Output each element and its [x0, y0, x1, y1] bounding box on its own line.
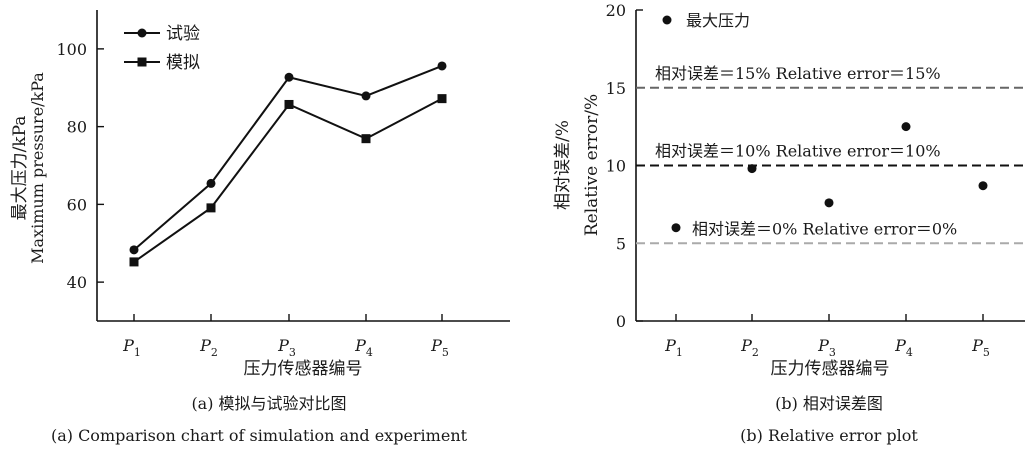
chart-b-xtick-label: P3 — [817, 336, 836, 359]
chart-a-point-simulation — [361, 134, 371, 144]
chart-a-xtick-label: P5 — [430, 336, 449, 359]
chart-b-ytick-label: 5 — [616, 234, 626, 253]
chart-a-caption-cn: (a) 模拟与试验对比图 — [191, 394, 346, 413]
chart-b-xtick-label: P5 — [971, 336, 990, 359]
chart-a-xtick-label: P4 — [354, 336, 373, 359]
chart-b-ytick-label: 20 — [606, 1, 626, 20]
chart-a-point-simulation — [284, 99, 294, 109]
chart-b-point — [824, 198, 834, 208]
chart-b-point — [671, 223, 681, 233]
chart-a-series-line — [133, 65, 443, 251]
chart-a-xtick-label: P1 — [122, 336, 141, 359]
chart-a-ytick-label: 40 — [67, 273, 87, 292]
chart-a-point-simulation — [206, 203, 216, 213]
chart-b: 0 5 10 15 20 P1 P2 P3 P4 P5 相对误差＝15% Relative er… — [553, 1, 1025, 445]
chart-a-caption-en: (a) Comparison chart of simulation and e… — [51, 426, 468, 445]
chart-a-ytick-label: 80 — [67, 118, 87, 137]
chart-a-series-line — [133, 97, 443, 263]
chart-b-caption-cn: (b) 相对误差图 — [775, 394, 883, 413]
legend-label-experiment: 试验 — [166, 24, 200, 44]
legend-marker-max-pressure — [662, 15, 672, 25]
chart-b-ytick-label: 15 — [606, 79, 626, 98]
chart-a-ylabel-en: Maximum pressure/kPa — [28, 72, 47, 264]
chart-a-point-experiment — [129, 245, 139, 255]
chart-a-point-experiment — [206, 178, 216, 188]
chart-b-ylabel-cn: 相对误差/% — [553, 120, 573, 210]
chart-a-point-simulation — [129, 257, 139, 267]
chart-b-ylabel-en: Relative error/% — [582, 94, 602, 236]
chart-b-point — [901, 122, 911, 132]
chart-b-ytick-label: 10 — [606, 157, 626, 176]
chart-a-xtick-label: P2 — [199, 336, 218, 359]
chart-b-ytick-label: 0 — [616, 312, 626, 331]
chart-b-point — [978, 181, 988, 191]
chart-a-point-experiment — [437, 61, 447, 71]
chart-b-xtick-label: P1 — [664, 336, 683, 359]
chart-a-ytick-label: 60 — [67, 195, 87, 214]
chart-a-xlabel: 压力传感器编号 — [244, 359, 363, 379]
chart-b-xtick-label: P2 — [740, 336, 759, 359]
chart-b-reference-label: 相对误差＝0% Relative error＝0% — [692, 219, 957, 238]
chart-a-xtick-label: P3 — [277, 336, 296, 359]
chart-b-xtick-label: P4 — [894, 336, 913, 359]
chart-a-point-experiment — [284, 72, 294, 82]
chart-b-xlabel: 压力传感器编号 — [771, 359, 890, 379]
chart-a: 40 60 80 100 P1 P2 P3 P4 P5 试验 模拟 最大压力/kPa Maxi… — [10, 10, 510, 445]
legend-label-max-pressure: 最大压力 — [686, 11, 750, 30]
chart-b-caption-en: (b) Relative error plot — [740, 426, 918, 445]
legend-marker-simulation — [137, 57, 147, 67]
chart-a-ylabel-cn: 最大压力/kPa — [10, 116, 30, 221]
chart-a-point-simulation — [437, 94, 447, 104]
chart-b-point — [747, 164, 757, 174]
chart-a-point-experiment — [361, 91, 371, 101]
chart-b-reference-label: 相对误差＝15% Relative error＝15% — [655, 64, 941, 83]
chart-b-reference-label: 相对误差＝10% Relative error＝10% — [655, 142, 941, 161]
chart-a-ytick-label: 100 — [56, 40, 87, 59]
chart-b-legend: 最大压力 — [662, 11, 750, 30]
legend-marker-experiment — [137, 28, 147, 38]
legend-label-simulation: 模拟 — [166, 53, 200, 73]
chart-a-legend: 试验 模拟 — [124, 24, 200, 73]
